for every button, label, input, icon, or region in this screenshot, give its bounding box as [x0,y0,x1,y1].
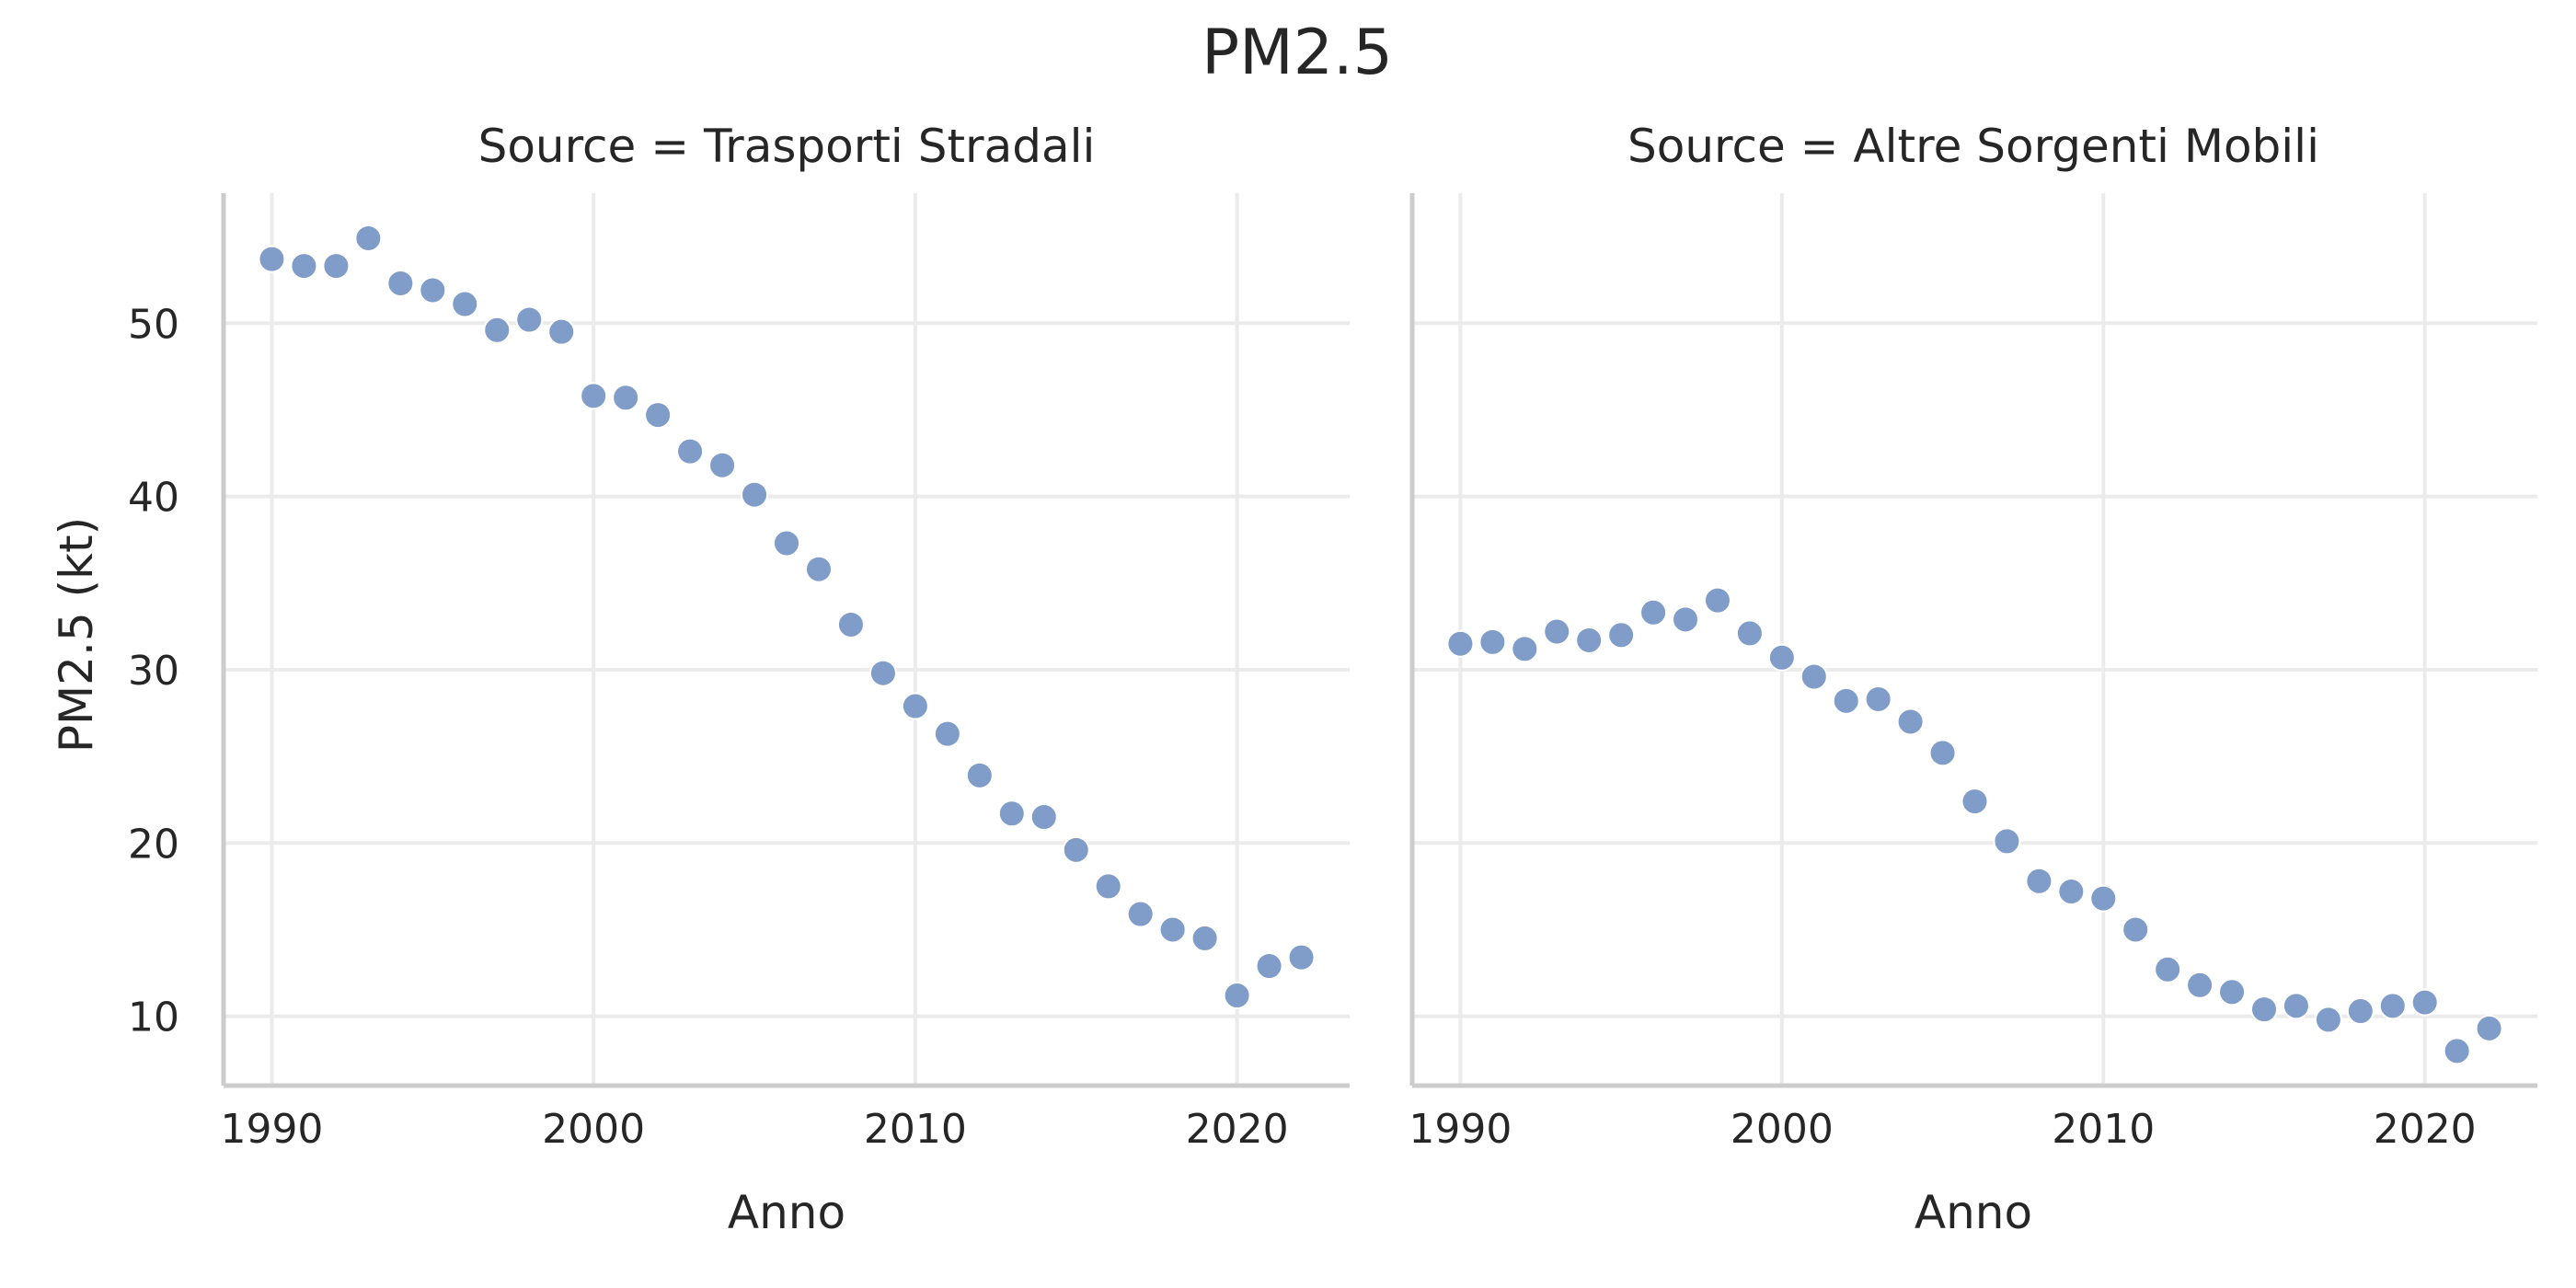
data-point [1639,598,1668,627]
data-point [773,529,800,558]
data-point [2410,988,2439,1017]
x-tick-label: 1990 [220,1106,323,1153]
data-point [1607,621,1636,650]
data-point [1255,952,1283,981]
data-point [2443,1037,2471,1065]
data-point [1864,684,1892,713]
data-point [612,384,640,412]
data-point [804,555,833,583]
data-point [2122,915,2150,944]
data-point [1928,739,1957,767]
panel-title: Source = Altre Sorgenti Mobili [1627,120,2319,173]
data-point [451,290,479,318]
axis-ticks: 1990 2000 2010 2020 10 20 30 40 50 [128,301,1289,1153]
y-tick-label: 10 [128,995,179,1041]
data-point [1223,982,1251,1010]
data-point [2154,955,2182,983]
y-tick-label: 20 [128,821,179,868]
axis-ticks: 1990 2000 2010 2020 [1409,1106,2476,1153]
data-point [2346,997,2375,1026]
data-point [933,719,961,748]
y-tick-label: 40 [128,475,179,522]
data-point [1832,686,1860,715]
y-tick-label: 30 [128,648,179,695]
data-point [2314,1006,2342,1034]
data-point [2025,867,2053,895]
data-point [322,252,351,281]
panel-title: Source = Trasporti Stradali [478,120,1096,173]
data-point [2475,1014,2503,1042]
data-point [419,276,447,305]
data-point [1735,619,1764,648]
panel-altre-sorgenti-mobili: Source = Altre Sorgenti Mobili 1990 2000 2… [1409,120,2537,1239]
data-point [1961,788,1989,816]
data-point [1575,626,1604,654]
data-point [580,382,608,410]
x-tick-label: 2010 [2052,1106,2155,1153]
data-point [868,659,897,687]
data-point [836,610,865,638]
grid [1412,193,2537,1086]
x-tick-label: 2000 [1731,1106,1834,1153]
axis-spines [1409,193,2537,1088]
data-point [2089,884,2118,913]
data-point [1287,943,1316,972]
data-point [515,305,544,334]
data-point [483,316,512,344]
data-point [2057,878,2086,906]
data-point [2218,978,2247,1006]
data-point [1158,915,1187,944]
data-point [2378,992,2407,1020]
data-point [386,269,415,297]
x-tick-label: 1990 [1409,1106,1512,1153]
x-tick-label: 2010 [864,1106,967,1153]
data-point [901,692,929,720]
data-point [1126,900,1155,928]
data-point [997,799,1026,828]
data-point [258,245,286,273]
data-point [1672,605,1700,634]
data-point [2282,992,2310,1020]
data-point [1896,707,1925,736]
data-point [1767,643,1796,672]
x-tick-label: 2000 [542,1106,645,1153]
data-point [965,761,994,789]
data-points [1446,586,2503,1065]
data-point [741,480,769,509]
data-point [1062,835,1090,864]
data-point [1543,617,1571,646]
panel-trasporti-stradali: Source = Trasporti Stradali 1990 2000 2010… [128,120,1350,1239]
data-points [258,224,1316,1010]
data-point [708,451,737,479]
data-point [1094,872,1122,901]
x-axis-label: Anno [728,1186,845,1239]
data-point [1446,629,1475,658]
data-point [1800,662,1828,691]
data-point [1993,827,2021,856]
data-point [1478,627,1507,656]
data-point [1511,635,1539,663]
data-point [354,224,383,252]
data-point [1190,924,1219,952]
x-tick-label: 2020 [2374,1106,2477,1153]
y-tick-label: 50 [128,301,179,348]
data-point [2186,971,2214,999]
data-point [547,317,576,346]
data-point [676,437,705,466]
figure-title: PM2.5 [1202,17,1393,89]
x-axis-label: Anno [1915,1186,2032,1239]
axis-spines [221,193,1350,1088]
data-point [2249,995,2278,1024]
x-tick-label: 2020 [1186,1106,1289,1153]
data-point [1029,803,1058,832]
y-axis-label: PM2.5 (kt) [50,517,103,753]
data-point [1703,586,1731,615]
grid [224,193,1350,1086]
data-point [290,252,318,281]
data-point [644,401,673,430]
